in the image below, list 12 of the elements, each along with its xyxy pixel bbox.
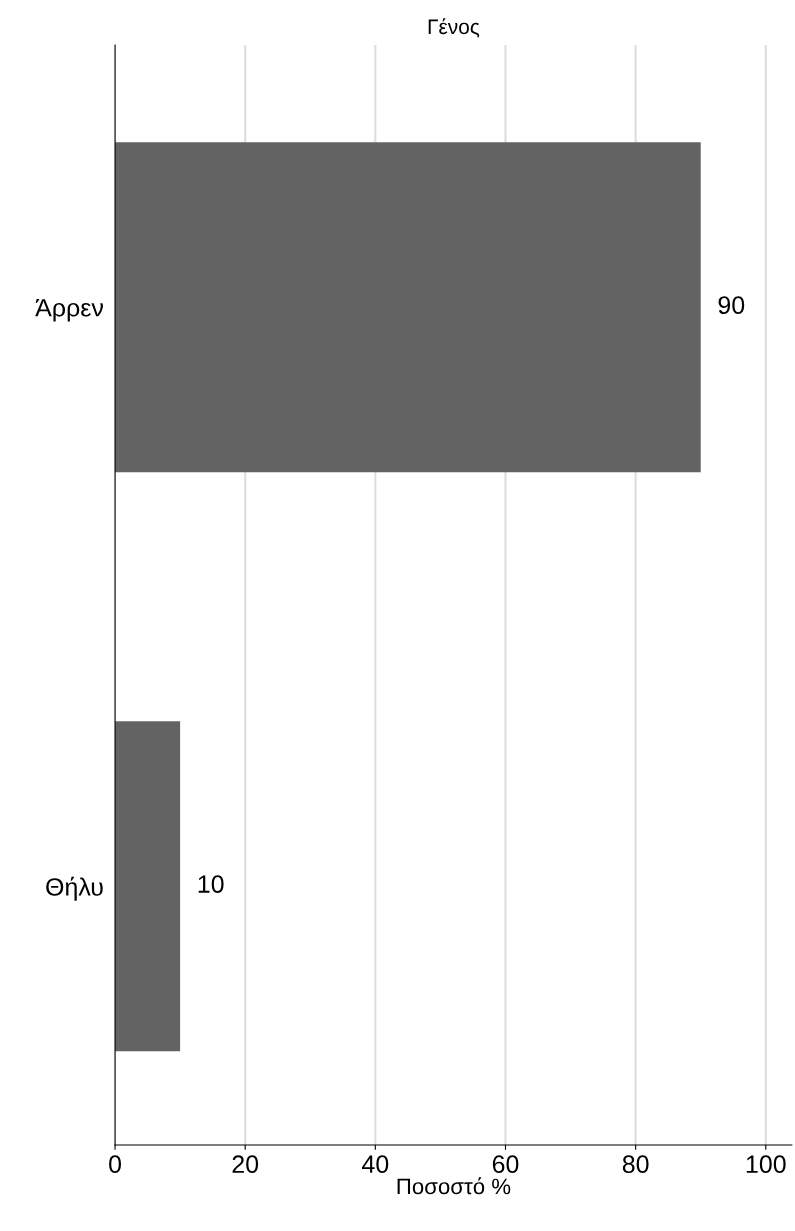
x-tick-label: 20 — [232, 1155, 259, 1174]
data-label: 90 — [718, 296, 745, 314]
x-tick-label: 40 — [362, 1155, 389, 1174]
y-tick-label: Θήλυ — [46, 876, 103, 901]
x-tick-label: 0 — [109, 1155, 122, 1174]
x-tick-label: 100 — [746, 1155, 786, 1174]
chart-title: Γένος — [428, 18, 480, 38]
x-tick-label: 80 — [622, 1155, 649, 1174]
y-tick-label: Άρρεν — [35, 299, 103, 322]
x-tick-label: 60 — [492, 1155, 519, 1174]
x-axis-title: Ποσοστό % — [397, 1177, 511, 1195]
data-label: 10 — [198, 875, 224, 893]
